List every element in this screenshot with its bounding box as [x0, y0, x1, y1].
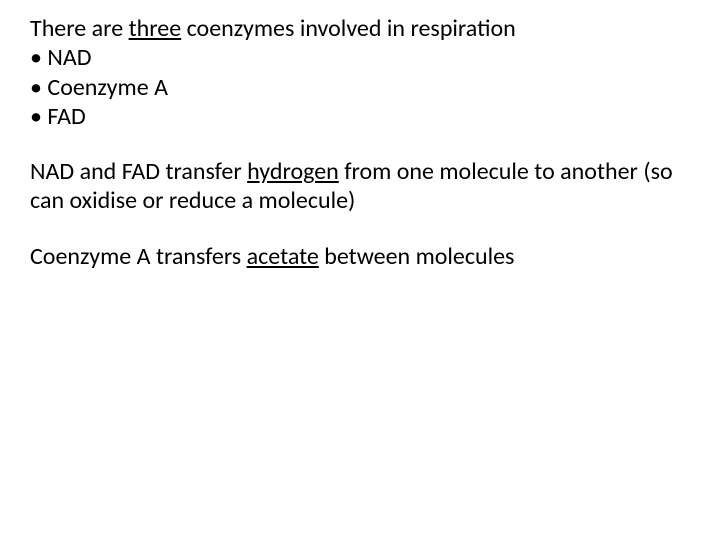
para2-underline: hydrogen [247, 157, 339, 186]
bullet-glyph-icon: • [30, 73, 42, 102]
paragraph-3: Coenzyme A transfers acetate between mol… [30, 242, 690, 271]
paragraph-2: NAD and FAD transfer hydrogen from one m… [30, 157, 690, 216]
bullet-item: • FAD [30, 102, 690, 131]
intro-line: There are three coenzymes involved in re… [30, 14, 690, 43]
bullet-label: NAD [47, 43, 91, 72]
bullet-glyph-icon: • [30, 102, 42, 131]
para3-pre: Coenzyme A transfers [30, 242, 247, 271]
intro-block: There are three coenzymes involved in re… [30, 14, 690, 131]
bullet-label: Coenzyme A [47, 73, 168, 102]
bullet-label: FAD [47, 102, 85, 131]
bullet-item: • Coenzyme A [30, 73, 690, 102]
intro-underline: three [129, 14, 182, 43]
para3-post: between molecules [319, 242, 515, 271]
intro-pre: There are [30, 14, 129, 43]
bullet-glyph-icon: • [30, 43, 42, 72]
para2-pre: NAD and FAD transfer [30, 157, 247, 186]
slide-content: There are three coenzymes involved in re… [0, 0, 720, 540]
intro-post: coenzymes involved in respiration [181, 14, 516, 43]
para3-underline: acetate [247, 242, 319, 271]
bullet-item: • NAD [30, 43, 690, 72]
